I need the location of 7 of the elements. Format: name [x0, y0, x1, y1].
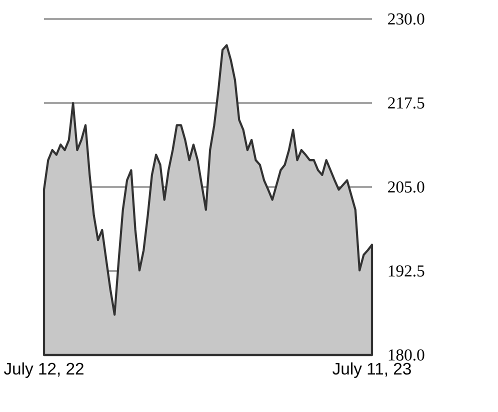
x-tick-label: July 11, 23	[332, 362, 411, 378]
y-tick-label: 205.0	[388, 181, 424, 193]
y-tick-label: 230.0	[388, 13, 424, 25]
x-tick-label: July 12, 22	[4, 362, 84, 378]
y-tick-label: 180.0	[388, 349, 424, 361]
y-tick-label: 192.5	[388, 265, 424, 277]
y-tick-label: 217.5	[388, 97, 424, 109]
